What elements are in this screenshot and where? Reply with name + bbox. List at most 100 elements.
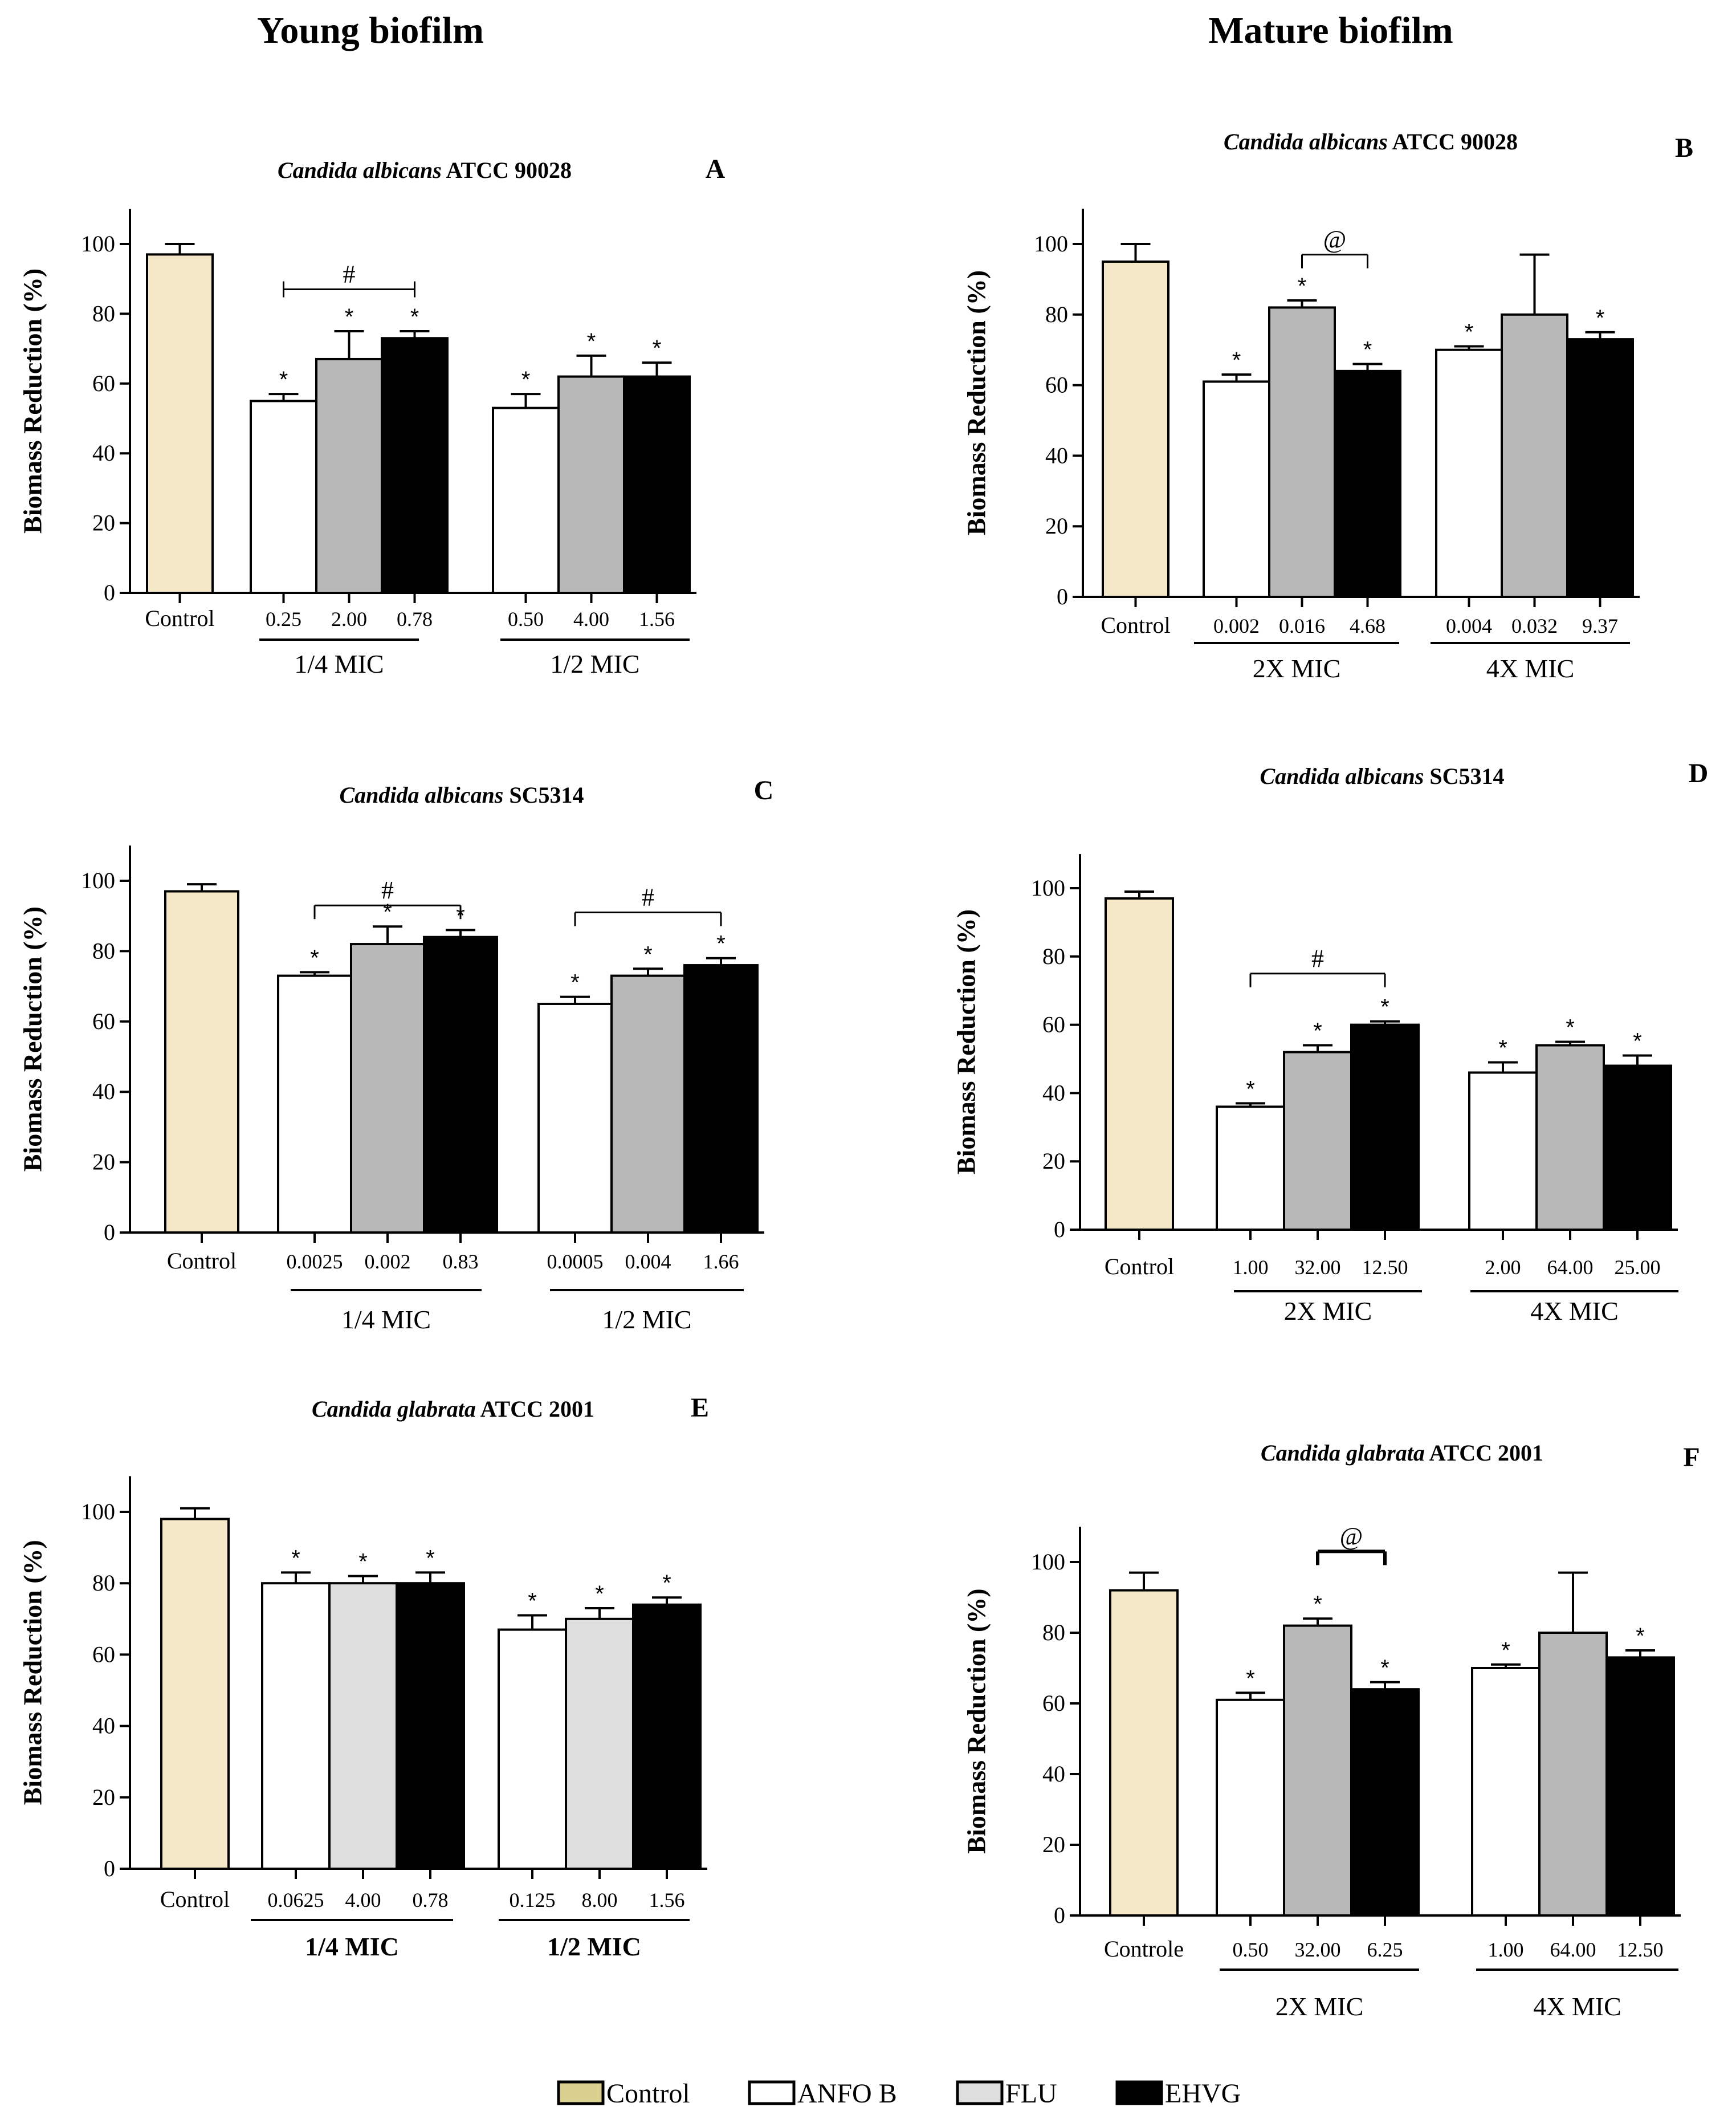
ehvg-bar (1350, 1023, 1420, 1231)
significance-marker: * (1363, 337, 1372, 362)
y-axis-label: Biomass Reduction (%) (962, 1588, 991, 1853)
legend: Control ANFO B FLU EHVG (557, 2079, 1241, 2109)
legend-label-1: ANFO B (797, 2079, 897, 2109)
significance-marker: * (1633, 1029, 1642, 1054)
flu-bar (328, 1582, 398, 1870)
significance-marker: * (528, 1589, 537, 1614)
legend-swatch-3 (1115, 2080, 1163, 2105)
panel-B: Candida albicans ATCC 90028 B Biomass Redu… (962, 129, 1693, 683)
ehvg-bar (423, 936, 498, 1234)
dose-label: 0.78 (397, 608, 433, 631)
dose-label: 6.25 (1367, 1938, 1403, 1961)
y-tick-label: 60 (92, 1641, 115, 1667)
bracket-symbol: # (343, 261, 356, 288)
ehvg-bar (1566, 338, 1634, 598)
y-tick-label: 40 (1042, 1761, 1065, 1787)
dose-label: 8.00 (582, 1889, 618, 1911)
dose-label: 4.00 (573, 608, 609, 631)
y-tick-label: 60 (92, 1008, 115, 1034)
significance-marker: * (1596, 306, 1605, 331)
dose-label: 1.56 (649, 1889, 685, 1911)
anfo-b-bar (250, 400, 317, 595)
dose-label: 64.00 (1550, 1938, 1596, 1961)
anfo-b-bar (277, 974, 352, 1234)
anfo-b-bar (1203, 380, 1270, 598)
significance-marker: * (662, 1571, 671, 1596)
panel-D: Candida albicans SC5314 D Biomass Reductio… (952, 758, 1709, 1325)
y-tick-label: 100 (81, 868, 115, 893)
significance-marker: * (1566, 1015, 1575, 1040)
legend-swatch-1 (748, 2080, 796, 2105)
y-tick-label: 0 (1054, 1902, 1065, 1928)
bracket-symbol: # (642, 884, 654, 912)
panel-title: Candida albicans SC5314 (1260, 763, 1505, 789)
panel-letter: A (706, 154, 726, 184)
y-tick-label: 20 (1045, 513, 1068, 539)
control-bar (146, 253, 214, 594)
mature-biofilm-header: Mature biofilm (1208, 10, 1453, 51)
group-label: 2X MIC (1275, 1992, 1364, 2021)
bracket-symbol: @ (1323, 226, 1347, 254)
dose-label: 32.00 (1295, 1938, 1341, 1961)
significance-marker: * (1380, 995, 1389, 1020)
y-tick-label: 80 (92, 1570, 115, 1596)
control-bar (1109, 1589, 1179, 1917)
group-label: 1/4 MIC (305, 1932, 399, 1961)
y-tick-label: 0 (104, 1856, 115, 1881)
y-tick-label: 60 (1042, 1690, 1065, 1716)
significance-marker: * (310, 945, 319, 970)
anfo-b-bar (1471, 1667, 1541, 1917)
y-tick-label: 20 (1042, 1148, 1065, 1174)
ehvg-bar (1603, 1064, 1672, 1231)
dose-label: 2.00 (1485, 1256, 1521, 1279)
strain-name: ATCC 2001 (1425, 1440, 1543, 1466)
panel-title: Candida glabrata ATCC 2001 (1261, 1440, 1543, 1466)
dose-label: 0.25 (266, 608, 301, 631)
group-label: 1/4 MIC (294, 649, 384, 678)
species-name: Candida albicans (1224, 129, 1388, 154)
y-axis-label: Biomass Reduction (%) (952, 909, 981, 1174)
species-name: Candida albicans (1260, 763, 1424, 789)
y-tick-label: 60 (1042, 1012, 1065, 1038)
y-tick-label: 0 (104, 580, 115, 605)
anfo-b-bar (537, 1002, 613, 1234)
anfo-b-bar (1435, 348, 1503, 598)
anfo-b-bar (1216, 1105, 1285, 1231)
anfo-b-bar (261, 1582, 331, 1870)
y-tick-label: 0 (1054, 1217, 1065, 1242)
y-tick-label: 100 (81, 231, 115, 257)
y-tick-label: 80 (1042, 1620, 1065, 1645)
dose-label: 0.0625 (268, 1889, 324, 1911)
dose-label: 25.00 (1615, 1256, 1661, 1279)
dose-label: 0.002 (1213, 615, 1260, 637)
y-axis-label: Biomass Reduction (%) (18, 1540, 47, 1805)
y-tick-label: 20 (92, 1784, 115, 1810)
y-tick-label: 40 (92, 1079, 115, 1104)
group-label: 2X MIC (1284, 1296, 1372, 1325)
species-name: Candida albicans (340, 782, 504, 808)
panels: Candida albicans ATCC 90028 A Biomass Redu… (18, 129, 1709, 2021)
control-bar (1102, 260, 1169, 598)
significance-marker: * (1465, 320, 1474, 345)
ehvg-bar (1605, 1656, 1675, 1917)
dose-label: 1.56 (639, 608, 675, 631)
ehvg-bar (381, 337, 449, 594)
dose-label: 9.37 (1582, 615, 1618, 637)
y-tick-label: 40 (92, 1713, 115, 1739)
legend-swatch-0 (557, 2080, 605, 2105)
control-label: Controle (1104, 1936, 1184, 1962)
dose-label: 0.0005 (547, 1250, 604, 1273)
legend-label-0: Control (606, 2079, 690, 2109)
species-name: Candida glabrata (1261, 1440, 1425, 1466)
y-tick-label: 100 (81, 1499, 115, 1524)
anfo-b-bar (492, 406, 560, 594)
flu-bar (1268, 306, 1336, 598)
ehvg-bar (632, 1603, 702, 1870)
significance-marker: * (279, 367, 288, 392)
panel-title: Candida albicans ATCC 90028 (1224, 129, 1518, 154)
significance-marker: * (1501, 1638, 1510, 1663)
y-tick-label: 100 (1034, 231, 1068, 257)
dose-label: 4.00 (345, 1889, 381, 1911)
dose-label: 12.50 (1617, 1938, 1664, 1961)
